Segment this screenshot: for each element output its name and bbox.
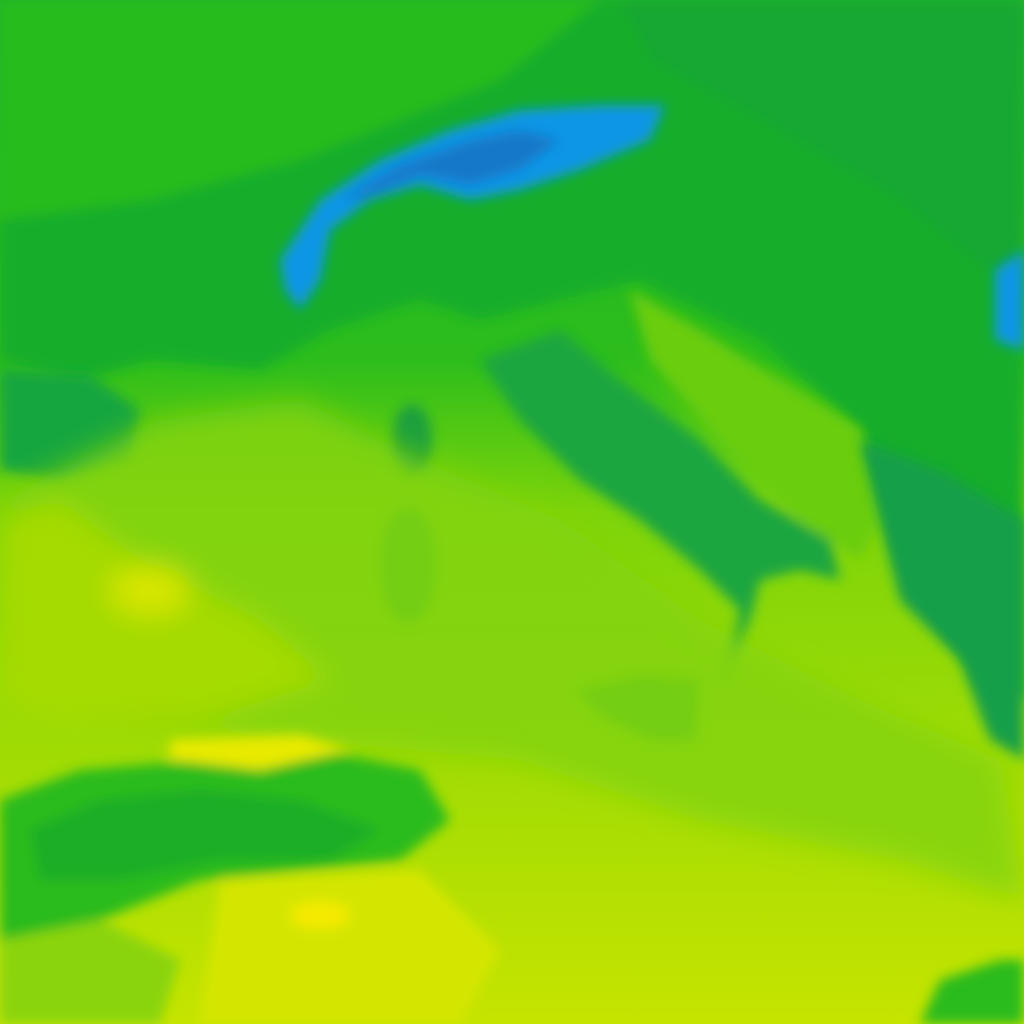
alps-cold-region	[280, 105, 1024, 350]
north-africa	[0, 735, 1024, 1024]
mediterranean-warm	[0, 400, 1024, 900]
balkans	[860, 440, 1024, 760]
northern-land	[0, 0, 1024, 700]
italy-peninsula	[480, 290, 880, 690]
